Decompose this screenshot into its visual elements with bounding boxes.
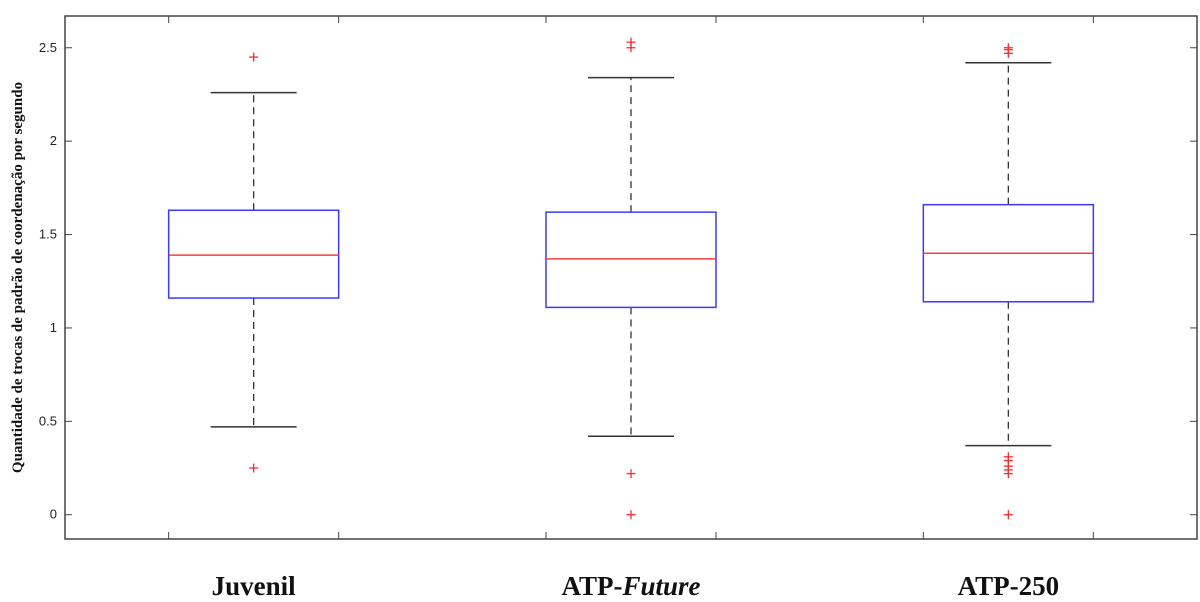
iqr-box [167,209,340,299]
x-axis [168,16,1094,539]
y-tick-label: 1.5 [39,227,57,242]
outlier-marker [1003,510,1013,520]
y-tick-label: 2.5 [39,40,57,55]
outlier-marker [249,52,259,62]
outlier-marker [626,469,636,479]
y-tick-label: 2 [50,133,57,148]
y-axis: 0 0.5 1 1.5 2 2.5 [39,40,1197,522]
category-label: ATP-250 [958,571,1060,601]
box-group [167,52,340,473]
iqr-box [545,211,717,309]
y-tick-label: 0 [50,507,57,522]
y-tick-label: 1 [50,320,57,335]
y-axis-label: Quantidade de trocas de padrão de coorde… [10,82,26,473]
outlier-marker [626,37,636,47]
outlier-marker [249,463,259,473]
category-label: Juvenil [212,571,297,601]
box-group [545,37,717,520]
y-tick-label: 0.5 [39,413,57,428]
category-label: ATP-Future [561,571,700,601]
outlier-marker [1003,43,1013,53]
box-series [167,37,1095,520]
outlier-marker [1003,452,1013,462]
category-labels: Juvenil ATP-Future ATP-250 [212,571,1059,601]
box-group [922,43,1095,520]
outlier-marker [626,510,636,520]
